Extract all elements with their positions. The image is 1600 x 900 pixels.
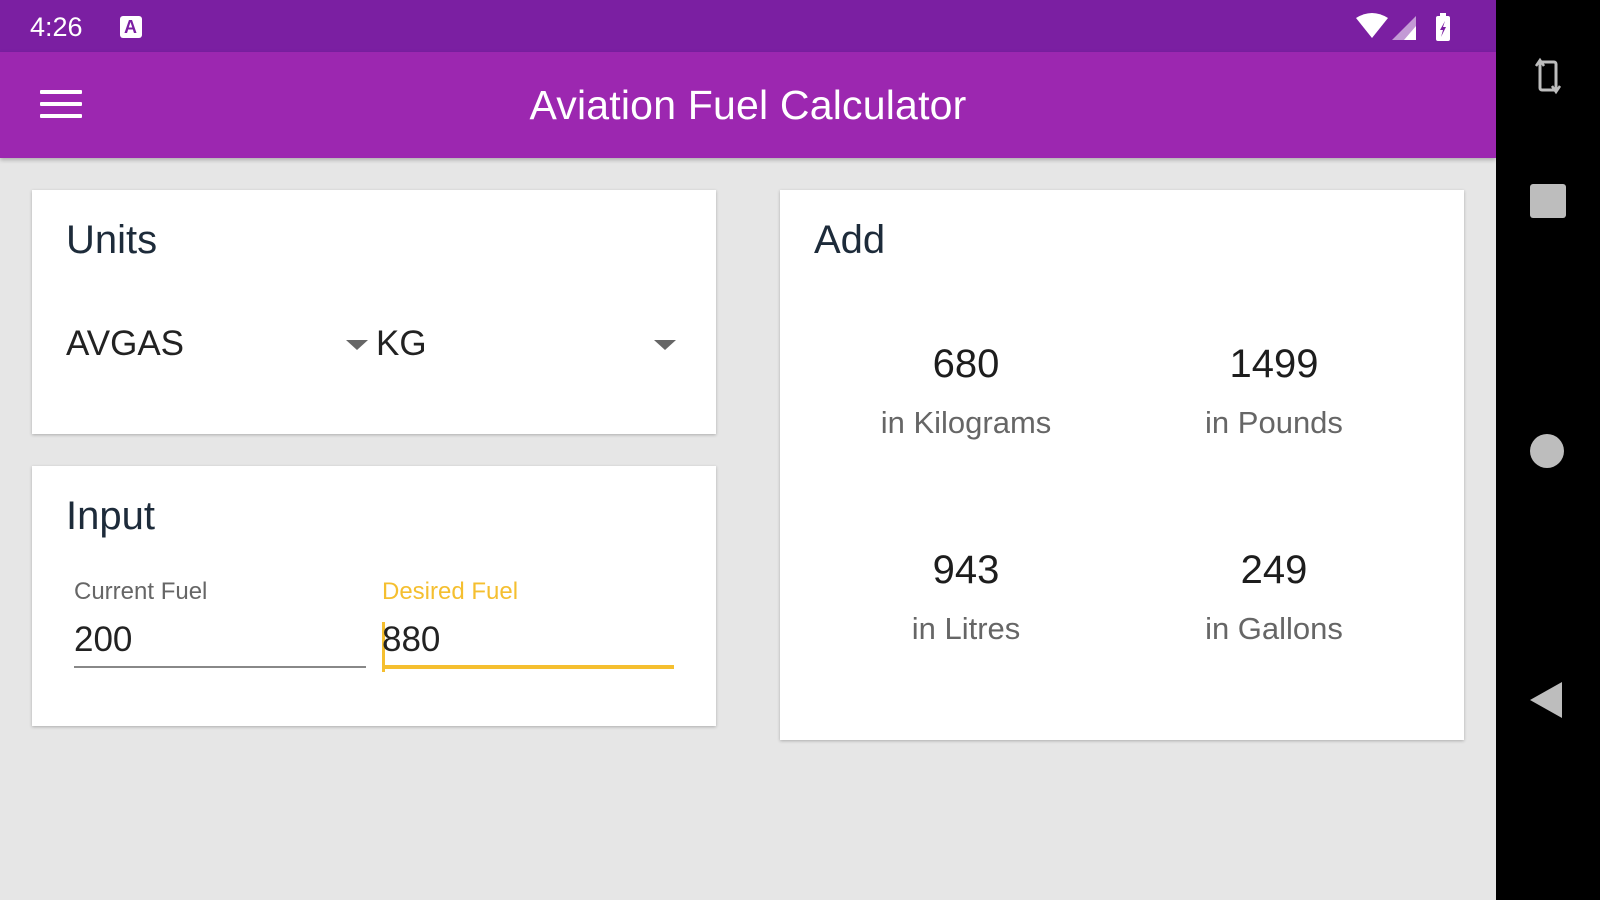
result-unit: in Gallons (1205, 611, 1343, 646)
status-bar: 4:26 A (0, 0, 1496, 52)
hamburger-menu-icon[interactable] (32, 82, 88, 128)
battery-icon (1436, 13, 1450, 41)
result-unit: in Kilograms (880, 405, 1052, 440)
status-time: 4:26 (30, 12, 83, 42)
result-litres: 943 in Litres (816, 548, 1116, 647)
result-kilograms: 680 in Kilograms (816, 342, 1116, 441)
wifi-icon (1356, 13, 1388, 38)
desired-fuel-field[interactable]: Desired Fuel 880 (382, 578, 674, 678)
navigation-bar (1496, 0, 1600, 900)
status-icons (1356, 13, 1450, 41)
home-icon[interactable] (1530, 434, 1564, 468)
rotate-icon[interactable] (1534, 56, 1562, 96)
units-card: Units AVGAS KG (32, 190, 716, 434)
result-unit: in Pounds (1205, 405, 1343, 440)
desired-fuel-input[interactable]: 880 (382, 620, 441, 659)
result-value: 249 (1240, 548, 1308, 592)
input-card-title: Input (66, 494, 155, 538)
desired-fuel-underline (382, 665, 674, 669)
result-unit: in Litres (911, 611, 1021, 646)
result-value: 1499 (1229, 342, 1319, 386)
app-title: Aviation Fuel Calculator (529, 82, 967, 128)
add-card: Add 680 in Kilograms 1499 in Pounds 943 … (780, 190, 1464, 740)
recents-icon[interactable] (1530, 184, 1566, 218)
result-value: 943 (932, 548, 1000, 592)
fuel-type-value: AVGAS (66, 324, 185, 363)
result-pounds: 1499 in Pounds (1124, 342, 1424, 441)
app-bar: Aviation Fuel Calculator (0, 52, 1496, 158)
current-fuel-underline (74, 666, 366, 668)
result-gallons: 249 in Gallons (1124, 548, 1424, 647)
app-screen: 4:26 A Aviation Fuel Calculator Units AV… (0, 0, 1496, 740)
a-notification-icon: A (120, 16, 142, 38)
back-icon[interactable] (1530, 682, 1562, 718)
unit-value: KG (376, 324, 427, 363)
chevron-down-icon (654, 340, 676, 350)
current-fuel-input[interactable]: 200 (74, 620, 133, 659)
add-card-title: Add (814, 218, 886, 262)
current-fuel-label: Current Fuel (74, 578, 208, 605)
input-card: Input Current Fuel 200 Desired Fuel 880 (32, 466, 716, 726)
chevron-down-icon (346, 340, 368, 350)
text-cursor (382, 622, 385, 672)
result-value: 680 (932, 342, 1000, 386)
units-card-title: Units (66, 218, 158, 262)
unit-dropdown[interactable]: KG (376, 320, 676, 372)
fuel-type-dropdown[interactable]: AVGAS (66, 320, 368, 372)
desired-fuel-label: Desired Fuel (382, 578, 519, 605)
current-fuel-field[interactable]: Current Fuel 200 (74, 578, 366, 678)
